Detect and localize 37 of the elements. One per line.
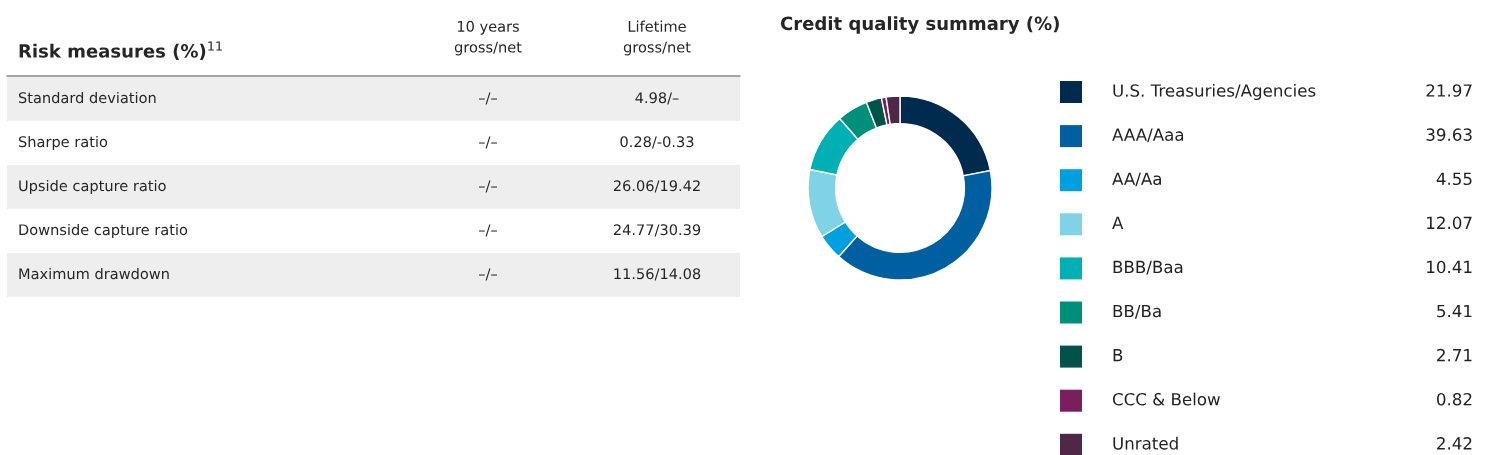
data-label: 10.41	[1427, 260, 1472, 274]
legend-label: Unrated	[1113, 436, 1178, 450]
text: –/–	[478, 136, 498, 149]
data-label: 39.63	[1426, 128, 1472, 141]
category-label: Sharpe ratio	[18, 135, 108, 151]
data-label: 4.55	[1436, 172, 1472, 186]
text: 11.56/14.08	[614, 268, 701, 281]
data-label: 21.97	[1426, 84, 1472, 97]
data-label: 2.42	[1437, 437, 1472, 450]
data-label: 0.82	[1436, 392, 1472, 406]
legend-label: BB/Ba	[1113, 304, 1161, 319]
text: 4.98/–	[635, 92, 679, 105]
category-label: Maximum drawdown	[19, 267, 169, 280]
text: –/–	[478, 180, 498, 193]
legend-label: B	[1113, 349, 1123, 362]
text: 24.77/30.39	[613, 224, 701, 237]
legend-label: CCC & Below	[1112, 392, 1220, 406]
legend-label: A	[1112, 216, 1124, 229]
text: –/–	[478, 92, 498, 105]
legend-label: AAA/Aaa	[1112, 128, 1184, 143]
legend-label: BBB/Baa	[1113, 260, 1183, 275]
text: –/–	[478, 224, 498, 237]
text: 26.06/19.42	[613, 180, 700, 193]
text: Risk measures (%)$^{11}$	[19, 41, 222, 60]
data-label: 12.07	[1427, 216, 1472, 230]
category-label: Standard deviation	[18, 91, 156, 104]
data-label: 2.71	[1437, 348, 1472, 362]
text: –/–	[478, 268, 498, 281]
category-label: Upside capture ratio	[19, 179, 166, 195]
legend-label: AA/Aa	[1112, 172, 1161, 187]
legend-label: U.S. Treasuries/Agencies	[1113, 83, 1316, 101]
chart-title: Credit quality summary (%)	[780, 16, 1059, 34]
text: 0.28/-0.33	[620, 136, 694, 149]
data-label: 5.41	[1437, 304, 1472, 318]
category-label: Lifetime gross/net	[623, 20, 691, 56]
category-label: Downside capture ratio	[19, 223, 188, 239]
category-label: 10 years gross/net	[454, 20, 522, 56]
